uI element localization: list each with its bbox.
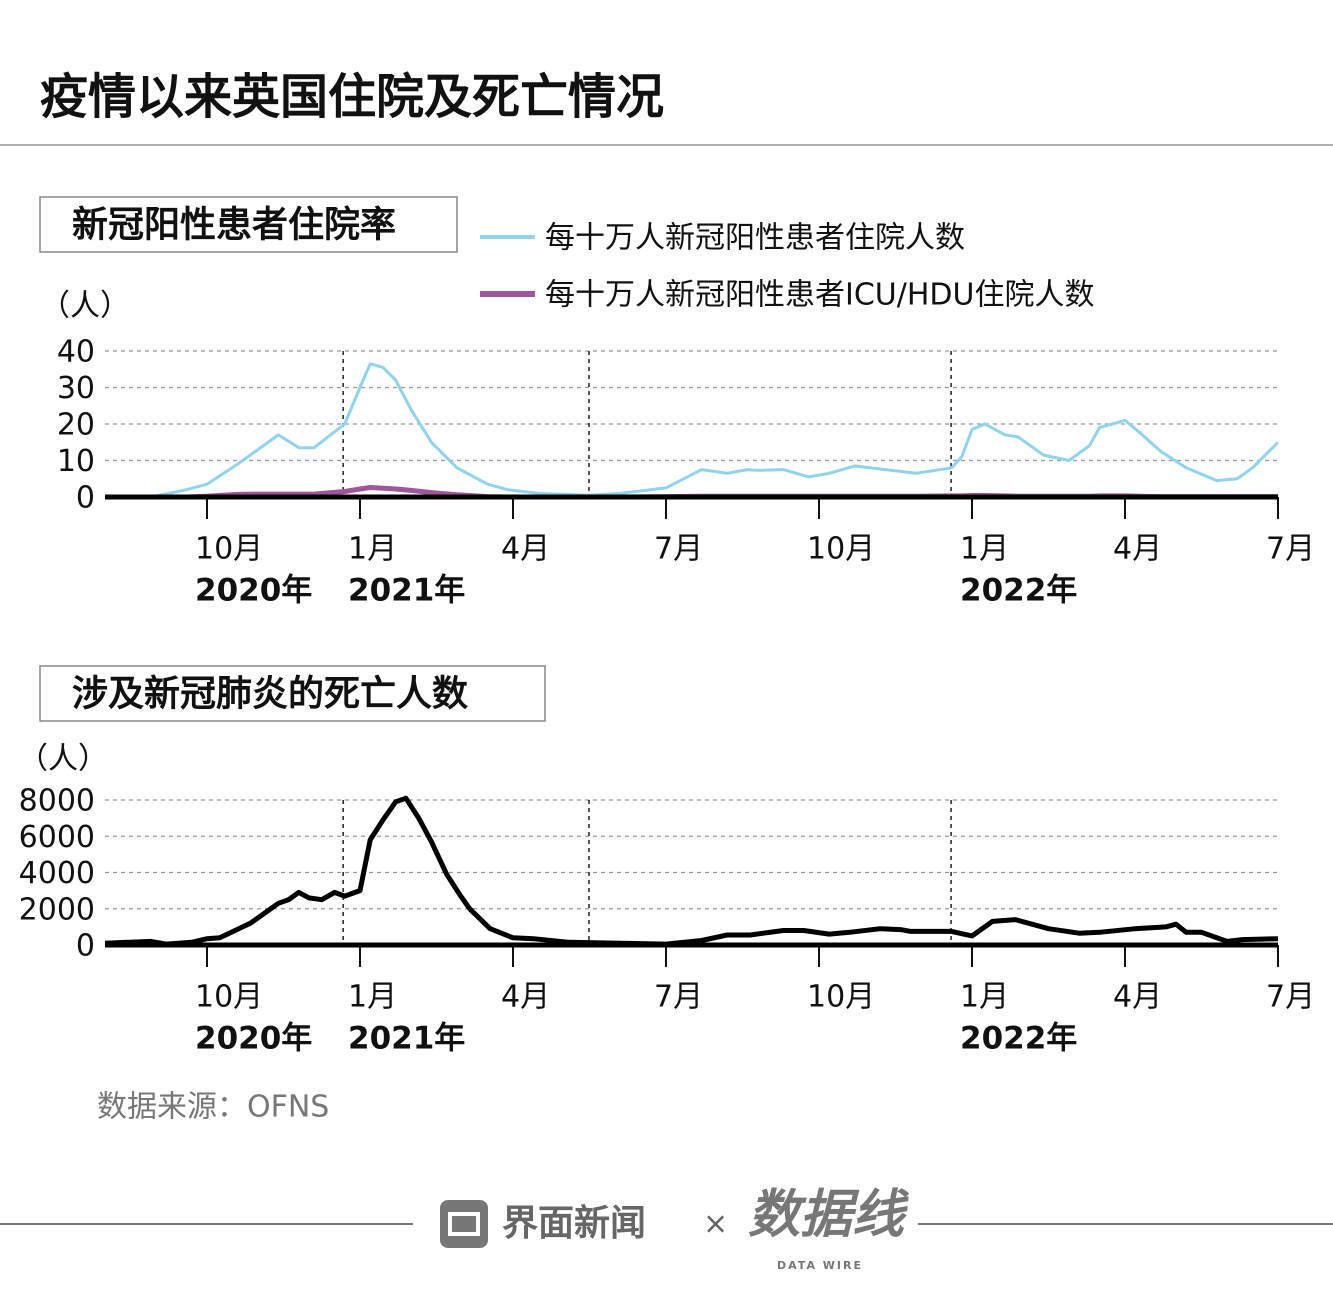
legend-label: 每十万人新冠阳性患者住院人数 bbox=[545, 221, 965, 256]
source: 数据来源：OFNS bbox=[97, 1090, 329, 1125]
partner-name-en: DATA WIRE bbox=[777, 1259, 863, 1272]
chart-title-box bbox=[39, 196, 458, 253]
x-tick-label: 1月 bbox=[348, 532, 397, 567]
legend-label: 每十万人新冠阳性患者ICU/HDU住院人数 bbox=[545, 278, 1094, 313]
y-axis-unit: （人） bbox=[18, 742, 108, 777]
year-label: 2021年 bbox=[348, 1021, 465, 1057]
year-label: 2021年 bbox=[348, 573, 465, 609]
year-label: 2020年 bbox=[195, 1021, 312, 1057]
y-tick-label: 4000 bbox=[19, 856, 95, 891]
page-title: 疫情以来英国住院及死亡情况 bbox=[40, 69, 664, 125]
y-axis-unit: （人） bbox=[40, 289, 130, 324]
x-tick-label: 10月 bbox=[195, 980, 263, 1015]
x-tick-label: 10月 bbox=[807, 532, 875, 567]
x-tick-label: 1月 bbox=[960, 532, 1009, 567]
x-tick-label: 7月 bbox=[654, 532, 703, 567]
chart-title: 新冠阳性患者住院率 bbox=[72, 205, 396, 246]
brand-logo-mark bbox=[448, 1212, 480, 1236]
partner-name: 数据线 bbox=[748, 1185, 910, 1245]
year-label: 2022年 bbox=[960, 573, 1077, 609]
year-label: 2020年 bbox=[195, 573, 312, 609]
y-tick-label: 0 bbox=[76, 481, 95, 516]
y-tick-label: 6000 bbox=[19, 820, 95, 855]
brand-name: 界面新闻 bbox=[502, 1203, 646, 1244]
y-tick-label: 10 bbox=[57, 444, 95, 479]
chart-title: 涉及新冠肺炎的死亡人数 bbox=[72, 674, 468, 715]
y-tick-label: 2000 bbox=[19, 892, 95, 927]
data-line bbox=[105, 362, 1280, 499]
x-tick-label: 1月 bbox=[348, 980, 397, 1015]
y-tick-label: 20 bbox=[57, 408, 95, 443]
data-line bbox=[104, 795, 1279, 947]
x-tick-label: 7月 bbox=[654, 980, 703, 1015]
chart-title-box bbox=[39, 665, 546, 722]
x-tick-label: 7月 bbox=[1266, 980, 1315, 1015]
year-label: 2022年 bbox=[960, 1021, 1077, 1057]
x-tick-label: 10月 bbox=[807, 980, 875, 1015]
x-tick-label: 4月 bbox=[1113, 980, 1162, 1015]
brand-logo bbox=[440, 1200, 488, 1248]
x-tick-label: 7月 bbox=[1266, 532, 1315, 567]
x-tick-label: 4月 bbox=[501, 980, 550, 1015]
x-tick-label: 4月 bbox=[1113, 532, 1162, 567]
times-sign: × bbox=[703, 1207, 728, 1242]
y-tick-label: 8000 bbox=[19, 784, 95, 819]
x-tick-label: 1月 bbox=[960, 980, 1009, 1015]
y-tick-label: 0 bbox=[76, 929, 95, 964]
x-tick-label: 10月 bbox=[195, 532, 263, 567]
y-tick-label: 40 bbox=[57, 335, 95, 370]
x-tick-label: 4月 bbox=[501, 532, 550, 567]
y-tick-label: 30 bbox=[57, 371, 95, 406]
